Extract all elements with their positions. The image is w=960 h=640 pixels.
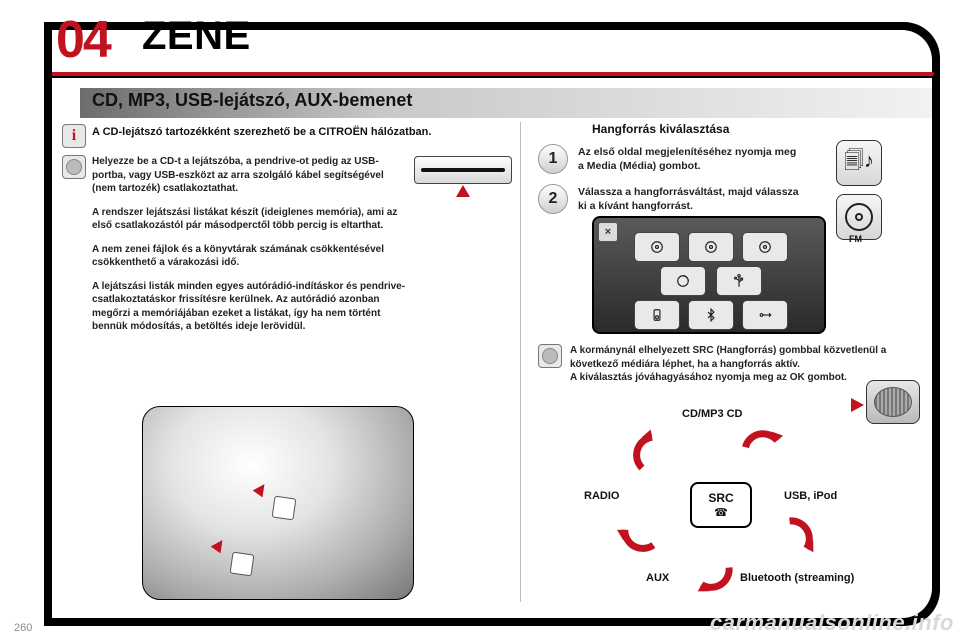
watermark: carmanualsonline.info	[710, 610, 954, 636]
panel-slot-aux[interactable]	[742, 300, 788, 330]
title-rule	[52, 76, 934, 78]
panel-slot-disc[interactable]	[634, 232, 680, 262]
cycle-label-aux: AUX	[646, 572, 669, 584]
step-1-text: Az első oldal megjelenítéséhez nyomja me…	[578, 146, 804, 173]
port-marker	[272, 496, 297, 521]
cd-slot-illustration	[414, 156, 512, 184]
source-cycle-diagram: SRC ☎ CD/MP3 CD USB, iPod Bluetooth (str…	[556, 404, 886, 604]
panel-slot-disc[interactable]	[688, 232, 734, 262]
source-panel: ×	[592, 216, 826, 334]
column-divider	[520, 122, 521, 602]
section-number: 04	[56, 10, 110, 70]
disc-icon	[845, 203, 873, 231]
src-note: A kormánynál elhelyezett SRC (Hangforrás…	[570, 344, 890, 385]
cycle-arrow-icon	[779, 511, 825, 557]
right-heading: Hangforrás kiválasztása	[592, 122, 729, 136]
cycle-label-radio: RADIO	[584, 490, 619, 502]
left-body: Helyezze be a CD-t a lejátszóba, a pendr…	[92, 155, 406, 344]
arrow-icon	[211, 537, 228, 554]
cycle-arrow-icon	[693, 557, 739, 603]
src-note-line2: A kiválasztás jóváhagyásához nyomja meg …	[570, 371, 890, 385]
page-number: 260	[14, 622, 32, 634]
step-badge-1: 1	[538, 144, 568, 174]
src-button: SRC ☎	[690, 482, 752, 528]
cycle-label-cd: CD/MP3 CD	[682, 408, 743, 420]
cycle-label-usb: USB, iPod	[784, 490, 837, 502]
info-text: A CD-lejátszó tartozékként szerezhető be…	[92, 126, 502, 138]
src-note-line1: A kormánynál elhelyezett SRC (Hangforrás…	[570, 344, 890, 371]
left-p3: A nem zenei fájlok és a könyvtárak számá…	[92, 243, 406, 270]
phone-icon: ☎	[714, 506, 728, 519]
media-button-icon: 🗐♪	[836, 140, 882, 186]
close-icon[interactable]: ×	[598, 222, 618, 242]
panel-slot-usb[interactable]	[716, 266, 762, 296]
step-badge-2: 2	[538, 184, 568, 214]
left-p2: A rendszer lejátszási listákat készít (i…	[92, 206, 406, 233]
subheading: CD, MP3, USB-lejátszó, AUX-bemenet	[92, 90, 412, 111]
cycle-arrow-icon	[739, 417, 785, 463]
port-marker	[230, 552, 255, 577]
panel-slot-disc[interactable]	[742, 232, 788, 262]
cycle-arrow-icon	[616, 422, 672, 478]
usb-port-photo	[142, 406, 414, 600]
info-icon: i	[62, 124, 86, 148]
arrow-icon	[253, 481, 270, 498]
panel-slot-ipod[interactable]	[634, 300, 680, 330]
cd-insert-arrow-icon	[456, 185, 470, 197]
left-p1: Helyezze be a CD-t a lejátszóba, a pendr…	[92, 155, 406, 196]
panel-slot-bluetooth[interactable]	[688, 300, 734, 330]
cycle-arrow-icon	[608, 512, 664, 568]
panel-slot-cd[interactable]	[660, 266, 706, 296]
tip-icon	[538, 344, 562, 368]
tip-icon	[62, 155, 86, 179]
section-title: ZENE	[142, 14, 251, 59]
step-2-text: Válassza a hangforrásváltást, majd válas…	[578, 186, 804, 213]
src-label: SRC	[708, 491, 733, 505]
cycle-label-bluetooth: Bluetooth (streaming)	[740, 572, 854, 584]
left-p4: A lejátszási listák minden egyes autórád…	[92, 280, 406, 334]
manual-page: 04 ZENE CD, MP3, USB-lejátszó, AUX-bemen…	[0, 0, 960, 640]
fm-label: FM	[849, 234, 862, 244]
